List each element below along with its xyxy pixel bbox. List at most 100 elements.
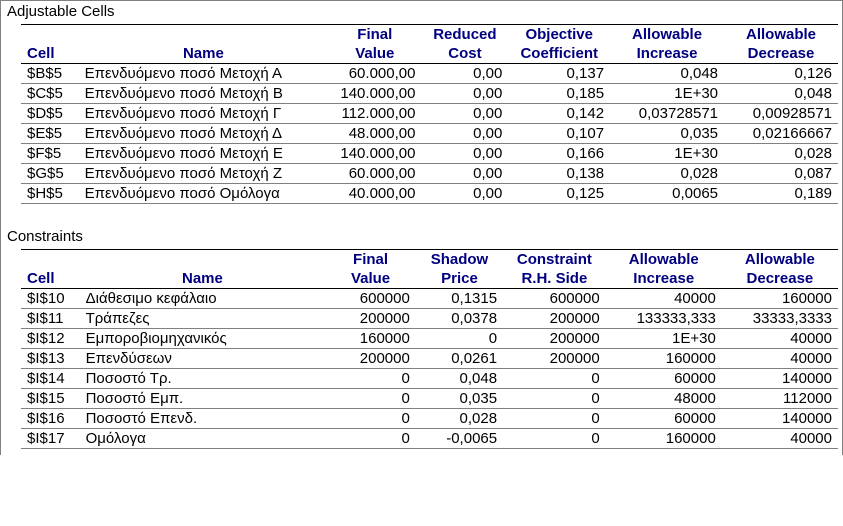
cell-ref: $I$16 [21,409,80,429]
th-name [80,250,326,270]
cell-ref: $D$5 [21,104,79,124]
table-row: $I$13Επενδύσεων2000000,02612000001600004… [21,349,838,369]
table-row: $I$17Ομόλογα0-0,0065016000040000 [21,429,838,449]
col5-value: 60000 [606,369,722,389]
col5-value: 48000 [606,389,722,409]
final-value: 200000 [325,349,416,369]
col6-value: 0,189 [724,184,838,204]
table-row: $D$5Επενδυόμενο ποσό Μετοχή Γ112.000,00 0… [21,104,838,124]
col5-value: 1E+30 [610,144,724,164]
cell-name: Διάθεσιμο κεφάλαιο [80,289,326,309]
col6-value: 33333,3333 [722,309,838,329]
cell-ref: $I$11 [21,309,80,329]
cell-name: Επενδυόμενο ποσό Μετοχή Ζ [79,164,329,184]
final-value: 0 [325,409,416,429]
table-row: $I$16Ποσοστό Επενδ.00,028060000140000 [21,409,838,429]
section-gap [1,204,842,226]
col3-value: 0,00 [421,184,508,204]
col4-value: 200000 [503,309,606,329]
table-row: $B$5Επενδυόμενο ποσό Μετοχή Α60.000,000,… [21,64,838,84]
cell-ref: $H$5 [21,184,79,204]
col4-value: 200000 [503,349,606,369]
table-row: $C$5Επενδυόμενο ποσό Μετοχή Β140.000,000… [21,84,838,104]
col5-value: 40000 [606,289,722,309]
th-name: Name [79,44,329,64]
section-title-adjustable: Adjustable Cells [1,1,842,24]
th-allow-incr-bot: Increase [606,269,722,289]
col3-value: 0,00 [421,64,508,84]
final-value: 40.000,00 [328,184,421,204]
th-allow-decr-bot: Decrease [722,269,838,289]
th-reduced-cost-bot: Cost [421,44,508,64]
cell-ref: $B$5 [21,64,79,84]
col4-value: 0 [503,389,606,409]
constraints-table: Final Shadow Constraint Allowable Allowa… [21,249,838,449]
col3-value: 0,00 [421,144,508,164]
col3-value: 0,00 [421,124,508,144]
col4-value: 0 [503,409,606,429]
cell-name: Επενδυόμενο ποσό Μετοχή Γ [79,104,329,124]
table-row: $I$11Τράπεζες2000000,0378200000133333,33… [21,309,838,329]
col3-value: 0,028 [416,409,503,429]
th-obj-coef-top: Objective [508,25,610,45]
col5-value: 0,03728571 [610,104,724,124]
col4-value: 200000 [503,329,606,349]
final-value: 160000 [325,329,416,349]
col6-value: 140000 [722,369,838,389]
cell-ref: $I$15 [21,389,80,409]
table-row: $I$12Εμποροβιομηχανικός16000002000001E+3… [21,329,838,349]
col5-value: 0,048 [610,64,724,84]
constraints-body: $I$10Διάθεσιμο κεφάλαιο6000000,131560000… [21,289,838,449]
th-shadow-price-top: Shadow [416,250,503,270]
col5-value: 133333,333 [606,309,722,329]
cell-name: Ομόλογα [80,429,326,449]
final-value: 140.000,00 [328,144,421,164]
final-value: 48.000,00 [328,124,421,144]
col5-value: 160000 [606,349,722,369]
col3-value: 0 [416,329,503,349]
cell-name: Ποσοστό Τρ. [80,369,326,389]
th-cell [21,250,80,270]
cell-ref: $I$13 [21,349,80,369]
adjustable-cells-body: $B$5Επενδυόμενο ποσό Μετοχή Α60.000,000,… [21,64,838,204]
col6-value: 112000 [722,389,838,409]
col3-value: 0,1315 [416,289,503,309]
cell-ref: $I$12 [21,329,80,349]
final-value: 112.000,00 [328,104,421,124]
col6-value: 40000 [722,429,838,449]
col6-value: 0,028 [724,144,838,164]
col4-value: 600000 [503,289,606,309]
cell-name: Επενδύσεων [80,349,326,369]
col5-value: 160000 [606,429,722,449]
cell-name: Ποσοστό Επενδ. [80,409,326,429]
col6-value: 0,048 [724,84,838,104]
col6-value: 0,126 [724,64,838,84]
final-value: 140.000,00 [328,84,421,104]
col5-value: 0,0065 [610,184,724,204]
final-value: 60.000,00 [328,164,421,184]
final-value: 0 [325,369,416,389]
cell-name: Επενδυόμενο ποσό Μετοχή Ε [79,144,329,164]
col5-value: 0,035 [610,124,724,144]
col3-value: 0,00 [421,164,508,184]
cell-name: Επενδυόμενο ποσό Ομόλογα [79,184,329,204]
col5-value: 0,028 [610,164,724,184]
col4-value: 0,138 [508,164,610,184]
col4-value: 0,107 [508,124,610,144]
th-final-value-top: Final [328,25,421,45]
table-row: $I$10Διάθεσιμο κεφάλαιο6000000,131560000… [21,289,838,309]
col4-value: 0,166 [508,144,610,164]
col4-value: 0 [503,429,606,449]
th-allow-incr-bot: Increase [610,44,724,64]
col6-value: 0,087 [724,164,838,184]
final-value: 0 [325,429,416,449]
th-reduced-cost-top: Reduced [421,25,508,45]
final-value: 0 [325,389,416,409]
th-name: Name [80,269,326,289]
th-shadow-price-bot: Price [416,269,503,289]
col3-value: 0,0378 [416,309,503,329]
col6-value: 40000 [722,329,838,349]
final-value: 600000 [325,289,416,309]
cell-name: Επενδυόμενο ποσό Μετοχή Α [79,64,329,84]
cell-name: Ποσοστό Εμπ. [80,389,326,409]
